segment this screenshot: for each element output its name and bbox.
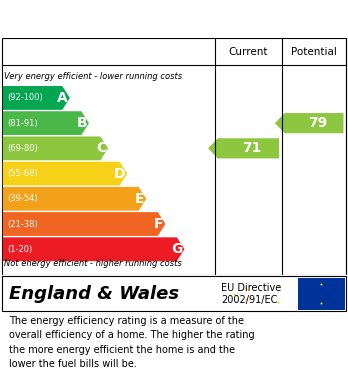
Text: (55-68): (55-68) <box>7 169 38 178</box>
Polygon shape <box>3 86 70 110</box>
Text: C: C <box>96 142 106 155</box>
Text: England & Wales: England & Wales <box>9 285 179 303</box>
Text: D: D <box>114 167 126 181</box>
Text: G: G <box>172 242 183 256</box>
Text: Energy Efficiency Rating: Energy Efficiency Rating <box>9 10 238 28</box>
Polygon shape <box>208 138 279 158</box>
Polygon shape <box>3 187 146 211</box>
Text: Very energy efficient - lower running costs: Very energy efficient - lower running co… <box>4 72 182 81</box>
Polygon shape <box>3 162 127 185</box>
Text: F: F <box>154 217 164 231</box>
Text: (39-54): (39-54) <box>7 194 38 203</box>
Polygon shape <box>3 212 165 236</box>
Text: The energy efficiency rating is a measure of the
overall efficiency of a home. T: The energy efficiency rating is a measur… <box>9 316 254 369</box>
Text: (69-80): (69-80) <box>7 144 38 153</box>
Text: B: B <box>77 116 87 130</box>
Text: E: E <box>135 192 144 206</box>
Text: Current: Current <box>229 47 268 57</box>
Polygon shape <box>3 111 89 135</box>
Text: (92-100): (92-100) <box>7 93 43 102</box>
Text: EU Directive
2002/91/EC: EU Directive 2002/91/EC <box>221 283 281 305</box>
Text: Potential: Potential <box>291 47 337 57</box>
Text: 71: 71 <box>242 142 262 155</box>
Polygon shape <box>3 237 184 261</box>
Text: (21-38): (21-38) <box>7 219 38 228</box>
Text: A: A <box>57 91 68 105</box>
Bar <box>298 278 345 310</box>
Text: 79: 79 <box>308 116 327 130</box>
Text: (81-91): (81-91) <box>7 118 38 127</box>
Text: Not energy efficient - higher running costs: Not energy efficient - higher running co… <box>4 259 182 268</box>
Text: (1-20): (1-20) <box>7 245 32 254</box>
Polygon shape <box>3 136 108 160</box>
Polygon shape <box>275 113 343 133</box>
